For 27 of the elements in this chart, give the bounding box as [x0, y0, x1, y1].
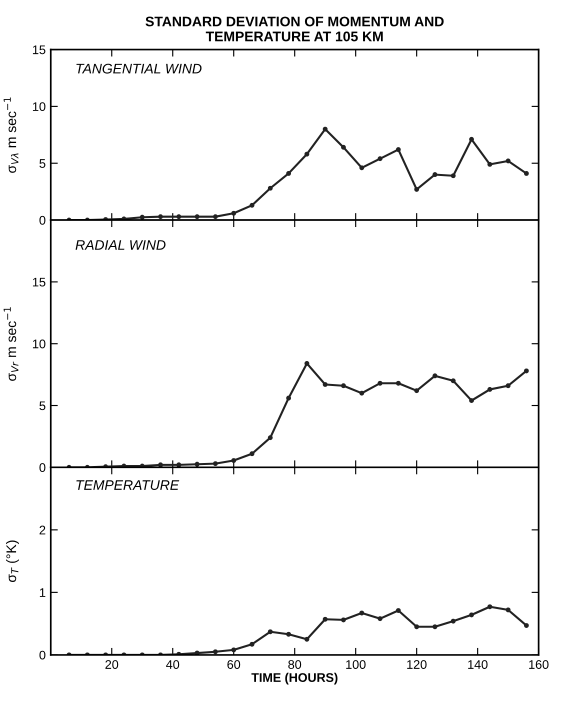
y-axis-title: σ$_{Vr}$ m sec$^{−1}$ — [4, 307, 18, 381]
annotation: RADIAL WIND — [76, 240, 166, 250]
x-tick-label: 60 — [227, 660, 240, 669]
y-tick-label: 15 — [32, 278, 46, 287]
y-tick-label: 15 — [32, 45, 46, 54]
x-tick-label: 120 — [407, 660, 427, 669]
x-tick-label: 80 — [288, 660, 302, 669]
x-tick-label: 140 — [468, 660, 488, 669]
x-tick-label: 20 — [105, 660, 118, 669]
y-tick-label: 0 — [39, 650, 46, 660]
x-axis-title: TIME (HOURS) — [251, 672, 338, 684]
y-tick-label: 0 — [39, 216, 46, 225]
chart-title: STANDARD DEVIATION OF MOMENTUM AND TEMPERATURE AT 105 KM — [146, 16, 444, 42]
x-tick-label: 100 — [346, 660, 366, 669]
x-tick-label: 40 — [166, 660, 180, 669]
y-tick-label: 2 — [40, 526, 46, 534]
annotation: TEMPERATURE — [76, 480, 180, 490]
y-tick-label: 0 — [39, 463, 46, 472]
y-axis-title: σ$_{Vλ}$ m sec$^{−1}$ — [4, 98, 18, 173]
x-tick-label: 160 — [529, 660, 549, 669]
y-tick-label: 5 — [39, 401, 46, 410]
y-axis-title: σ$_{T}$ (°K) — [6, 540, 19, 582]
y-tick-label: 1 — [40, 588, 46, 597]
y-tick-label: 10 — [32, 102, 46, 112]
y-tick-label: 5 — [39, 159, 46, 168]
annotation: TANGENTIAL WIND — [76, 64, 202, 74]
y-tick-label: 10 — [32, 340, 46, 348]
